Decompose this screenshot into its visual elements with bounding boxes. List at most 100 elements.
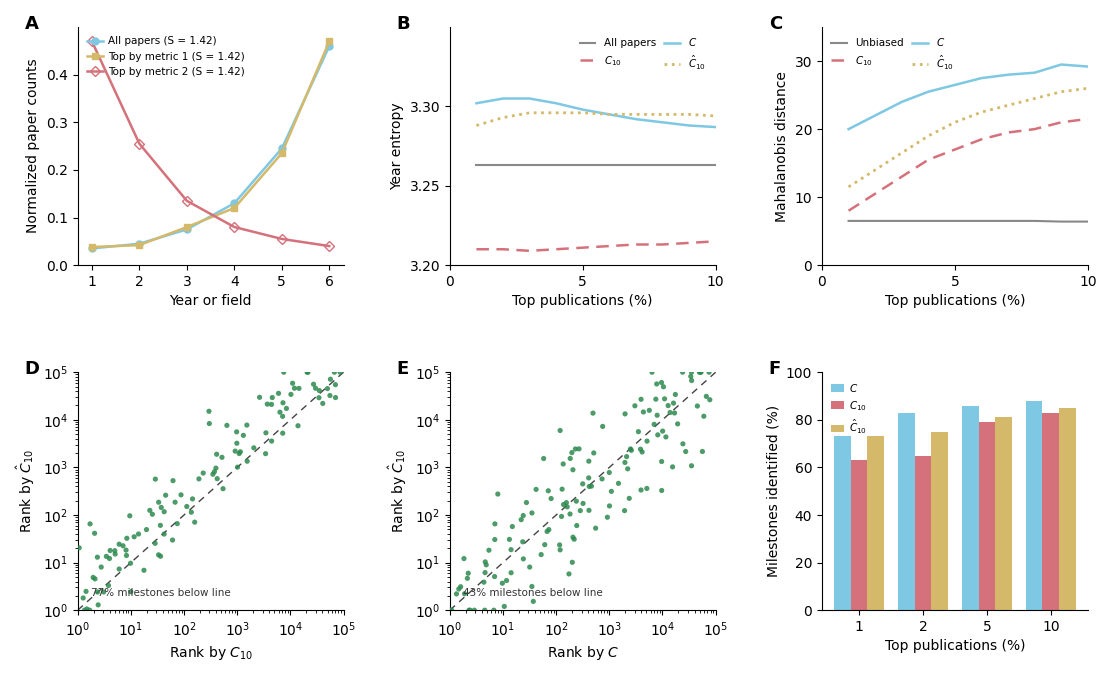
Point [514, 536, 532, 547]
Point [87, 574, 104, 584]
Point [157, 490, 174, 500]
Point [326, 379, 344, 390]
Point [700, 367, 718, 378]
Point [450, 584, 467, 595]
Point [310, 393, 327, 403]
Point [105, 545, 123, 556]
Point [460, 567, 477, 578]
Point [452, 581, 470, 592]
Point [688, 401, 706, 412]
All papers (S = 1.42) [180, 225, 193, 233]
Point [213, 452, 231, 463]
Point [692, 367, 709, 378]
Bar [834, 437, 850, 610]
Point [539, 524, 557, 535]
Point [122, 586, 140, 597]
All papers (S = 1.42) [133, 239, 147, 247]
Top by metric 1 (S = 1.42) [323, 37, 336, 45]
Point [152, 551, 170, 561]
Point [603, 486, 620, 497]
Point [572, 505, 589, 516]
Point [274, 411, 292, 422]
Point [263, 392, 281, 403]
Point [251, 392, 269, 403]
Point [601, 500, 618, 511]
Point [89, 552, 107, 563]
Point [504, 521, 522, 532]
Bar [979, 422, 996, 610]
Point [101, 553, 119, 564]
Point [683, 367, 700, 378]
Point [690, 367, 708, 378]
Point [94, 586, 112, 597]
Point [285, 383, 303, 394]
Point [645, 419, 663, 430]
Point [476, 567, 494, 578]
Point [495, 601, 513, 612]
Point [574, 479, 592, 490]
Point [163, 535, 181, 546]
Point [557, 497, 575, 508]
Point [666, 407, 684, 418]
Point [488, 489, 506, 500]
Point [135, 565, 153, 576]
Point [75, 605, 93, 616]
Point [151, 520, 169, 531]
Point [485, 605, 503, 616]
Line: All papers (S = 1.42): All papers (S = 1.42) [89, 43, 333, 252]
Point [694, 446, 712, 457]
Point [565, 534, 583, 544]
All papers (S = 1.42) [323, 42, 336, 50]
Top by metric 2 (S = 1.42) [228, 223, 241, 231]
Point [141, 505, 159, 516]
Point [169, 518, 186, 529]
Text: D: D [24, 360, 40, 378]
Point [593, 473, 610, 484]
Point [564, 557, 582, 567]
Point [256, 448, 274, 459]
Top by metric 2 (S = 1.42) [85, 37, 99, 45]
Point [447, 589, 465, 599]
Point [501, 534, 518, 545]
Point [461, 605, 478, 616]
Point [571, 443, 588, 454]
Y-axis label: Mahalanobis distance: Mahalanobis distance [775, 71, 789, 222]
Point [442, 605, 460, 616]
Text: A: A [24, 15, 39, 33]
Point [583, 481, 601, 492]
Point [561, 569, 578, 580]
Top by metric 2 (S = 1.42) [180, 197, 193, 205]
Point [289, 420, 306, 431]
Point [657, 431, 675, 442]
Point [164, 475, 182, 486]
Point [476, 605, 494, 616]
Point [89, 599, 107, 610]
Point [553, 511, 571, 522]
Point [475, 577, 493, 588]
Point [486, 534, 504, 545]
Point [143, 508, 161, 519]
Point [208, 462, 225, 473]
Point [282, 389, 300, 400]
Point [209, 473, 226, 484]
Text: C: C [769, 15, 783, 33]
All papers (S = 1.42) [275, 144, 289, 153]
Point [633, 485, 650, 496]
Legend: $C$, $C_{10}$, $\hat{C}_{10}$: $C$, $C_{10}$, $\hat{C}_{10}$ [827, 378, 871, 440]
Point [616, 408, 634, 419]
Point [194, 468, 212, 479]
Point [551, 540, 568, 551]
Point [204, 468, 222, 479]
Point [107, 549, 124, 559]
X-axis label: Rank by $C$: Rank by $C$ [546, 644, 619, 662]
Point [620, 493, 638, 504]
X-axis label: Top publications (%): Top publications (%) [885, 294, 1026, 308]
Bar [915, 456, 931, 610]
X-axis label: Top publications (%): Top publications (%) [885, 639, 1026, 654]
Point [626, 401, 644, 412]
Point [322, 374, 340, 384]
Point [326, 392, 344, 403]
Point [89, 586, 107, 597]
Point [558, 502, 576, 513]
Point [579, 473, 597, 483]
